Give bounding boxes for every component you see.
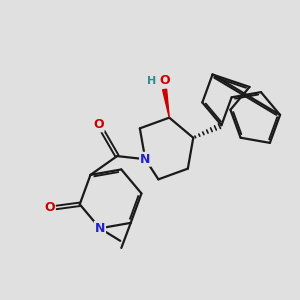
Text: O: O	[93, 118, 104, 131]
Text: N: N	[140, 153, 151, 166]
Polygon shape	[163, 89, 169, 118]
Text: O: O	[44, 201, 55, 214]
Text: H: H	[147, 76, 157, 86]
Text: N: N	[95, 222, 105, 235]
Text: O: O	[159, 74, 170, 87]
